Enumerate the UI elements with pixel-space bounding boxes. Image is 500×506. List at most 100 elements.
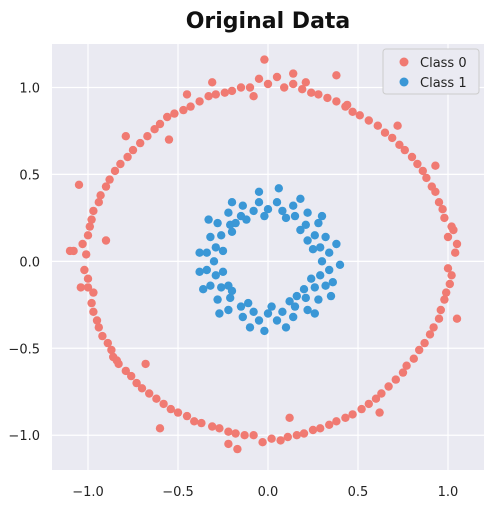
legend: Class 0 Class 1 [382, 48, 480, 95]
data-point-class-1 [285, 297, 294, 306]
data-point-class-1 [195, 248, 204, 257]
data-point-class-0 [377, 389, 386, 398]
data-point-class-0 [263, 79, 273, 89]
data-point-class-0 [325, 420, 334, 429]
data-point-class-0 [224, 427, 233, 436]
data-point-class-0 [92, 316, 102, 325]
data-point-class-1 [215, 309, 224, 318]
data-point-class-1 [316, 243, 325, 252]
data-point-class-0 [240, 431, 249, 440]
data-point-class-1 [254, 316, 264, 325]
data-point-class-1 [218, 267, 228, 276]
data-point-class-0 [429, 323, 438, 332]
data-point-class-1 [307, 274, 316, 283]
data-point-class-1 [211, 243, 220, 252]
data-point-class-1 [206, 281, 215, 290]
data-point-class-0 [425, 330, 435, 339]
data-point-class-1 [290, 302, 300, 311]
data-point-class-1 [211, 271, 220, 280]
data-point-class-0 [83, 274, 93, 283]
data-point-class-0 [121, 132, 130, 141]
data-point-class-1 [217, 231, 226, 240]
data-point-class-0 [215, 424, 224, 433]
x-tick-label: −1.0 [72, 485, 104, 500]
data-point-class-1 [281, 213, 291, 223]
data-point-class-0 [438, 205, 447, 214]
data-point-class-0 [436, 305, 445, 315]
data-point-class-1 [314, 295, 323, 304]
data-point-class-0 [447, 271, 456, 280]
data-point-class-0 [89, 206, 98, 216]
data-point-class-1 [272, 198, 282, 207]
data-point-class-1 [335, 260, 345, 269]
data-point-class-1 [213, 295, 222, 304]
data-point-class-1 [290, 211, 300, 221]
data-point-class-0 [80, 265, 89, 275]
data-point-class-0 [371, 394, 381, 403]
data-point-class-0 [208, 78, 217, 87]
data-point-class-0 [110, 166, 120, 176]
data-point-class-1 [224, 305, 233, 315]
data-point-class-0 [85, 222, 95, 231]
data-point-class-0 [87, 298, 96, 308]
data-point-class-1 [238, 312, 247, 322]
data-point-class-0 [227, 86, 237, 96]
data-point-class-0 [289, 79, 298, 89]
data-point-class-0 [407, 152, 417, 162]
data-point-class-0 [83, 231, 93, 240]
data-point-class-0 [283, 432, 292, 442]
data-point-class-0 [107, 345, 116, 355]
data-point-class-0 [292, 431, 301, 440]
data-point-class-1 [217, 283, 226, 292]
data-point-class-0 [89, 307, 98, 316]
data-point-class-0 [98, 331, 107, 341]
data-point-class-0 [343, 100, 352, 110]
data-point-class-0 [402, 361, 411, 370]
data-point-class-0 [420, 338, 429, 348]
data-point-class-1 [317, 257, 327, 266]
data-point-class-1 [301, 220, 310, 229]
data-point-class-0 [260, 55, 269, 64]
data-point-class-1 [249, 206, 258, 216]
data-point-class-0 [150, 125, 159, 134]
data-point-class-0 [395, 140, 404, 149]
data-point-class-0 [384, 382, 393, 391]
data-point-class-1 [332, 239, 341, 249]
data-point-class-0 [388, 133, 397, 143]
data-point-class-1 [308, 245, 318, 254]
data-point-class-0 [211, 90, 220, 99]
data-point-class-0 [314, 90, 323, 99]
data-point-class-1 [296, 225, 305, 235]
data-point-class-1 [317, 211, 327, 221]
data-points [65, 55, 462, 454]
data-point-class-0 [431, 161, 440, 170]
data-point-class-0 [409, 354, 418, 363]
data-point-class-0 [89, 288, 98, 297]
x-tick-label: −0.5 [162, 485, 194, 500]
data-point-class-1 [325, 265, 334, 275]
data-point-class-0 [82, 250, 91, 259]
data-point-class-0 [164, 135, 174, 144]
data-point-class-0 [267, 434, 276, 443]
data-point-class-1 [227, 227, 237, 236]
data-point-class-0 [452, 314, 462, 323]
data-point-class-0 [422, 173, 431, 183]
data-point-class-1 [303, 305, 312, 315]
data-point-class-0 [105, 175, 114, 184]
data-point-class-0 [170, 109, 179, 118]
data-point-class-0 [373, 121, 382, 130]
legend-label-class-1: Class 1 [420, 76, 467, 91]
data-point-class-0 [182, 90, 192, 99]
data-point-class-0 [348, 107, 357, 117]
data-point-class-0 [182, 411, 192, 421]
data-point-class-1 [204, 215, 213, 224]
data-point-class-1 [254, 198, 264, 207]
y-tick-label: −1.0 [8, 429, 40, 444]
data-point-class-1 [278, 206, 287, 216]
data-point-class-0 [289, 69, 298, 78]
data-point-class-0 [443, 264, 453, 273]
data-point-class-0 [357, 404, 366, 414]
data-point-class-1 [303, 208, 312, 217]
data-point-class-0 [443, 232, 453, 242]
